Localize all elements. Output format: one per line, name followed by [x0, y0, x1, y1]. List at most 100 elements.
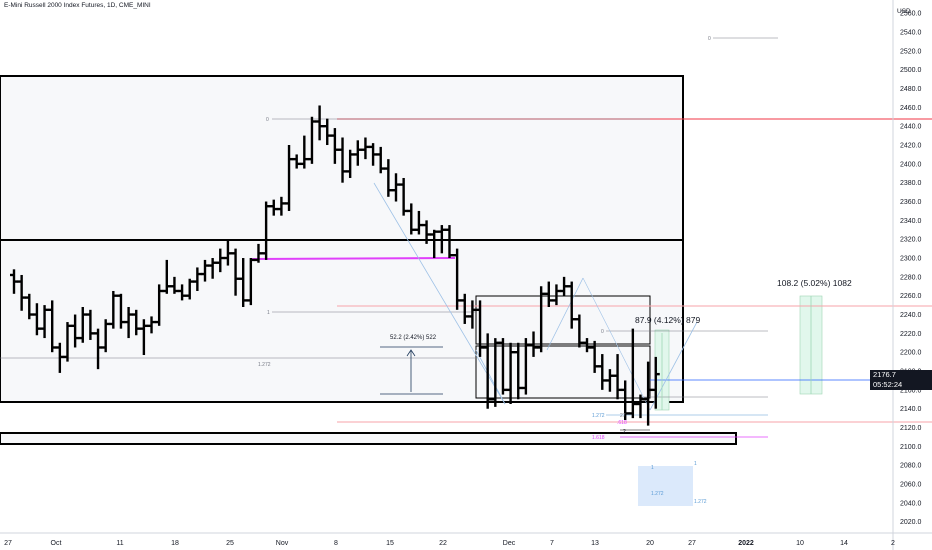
price-tick-label: 2380.0	[900, 180, 922, 187]
ohlc-bar	[132, 309, 141, 336]
ohlc-bar	[414, 210, 423, 235]
ohlc-bar	[567, 281, 576, 329]
time-axis[interactable]: 27 Oct 11 18 25 Nov 8 15 22 Dec 7 13 20 27 2022 10 14 2	[4, 540, 895, 547]
ohlc-bar	[300, 135, 309, 169]
ohlc-bar	[254, 243, 263, 263]
fib-label-zone-1272b: 1.272	[694, 499, 707, 505]
ohlc-bar	[231, 248, 240, 296]
ohlc-bar	[483, 333, 492, 409]
ohlc-bar	[323, 118, 332, 146]
ohlc-bar	[437, 225, 446, 254]
countdown-timer: 05:52:24	[873, 380, 903, 389]
ohlc-bar	[124, 306, 133, 339]
ohlc-bar	[338, 137, 347, 183]
ohlc-bar	[468, 300, 477, 329]
ohlc-bar	[376, 146, 385, 174]
ohlc-bar	[10, 269, 18, 294]
ohlc-bar	[636, 394, 645, 419]
ohlc-bar	[193, 267, 202, 291]
time-tick-label: 7	[550, 540, 554, 547]
ohlc-bar	[506, 342, 515, 404]
ohlc-bar	[605, 369, 614, 392]
trend-line-down-1	[373, 182, 506, 405]
ohlc-bar	[361, 137, 370, 160]
time-tick-label: 18	[171, 540, 179, 547]
fib-label-0-top: 0	[266, 117, 269, 123]
price-tick-label: 2040.0	[900, 500, 922, 507]
time-tick-label: 22	[439, 540, 447, 547]
ohlc-bar	[239, 258, 248, 307]
annotation-labels: 52.2 (2.42%) 522 87.9 (4.12%) 879 108.2 …	[258, 36, 852, 505]
fib-label-blue-1272: 1.272	[592, 413, 605, 419]
currency-label: USD	[897, 8, 911, 15]
fib-label-27: 27	[620, 413, 626, 419]
price-tick-label: 2360.0	[900, 199, 922, 206]
ohlc-bar	[590, 340, 599, 373]
time-tick-label: 10	[796, 540, 804, 547]
trend-line-up-1	[546, 277, 584, 351]
ohlc-bar	[353, 140, 362, 166]
ohlc-bar	[94, 328, 103, 370]
ohlc-bar	[560, 276, 569, 296]
fib-label-0-topright: 0	[708, 36, 711, 42]
ohlc-bar	[476, 300, 485, 357]
ohlc-bar	[498, 338, 507, 395]
price-tick-label: 2540.0	[900, 30, 922, 37]
price-axis[interactable]: 2020.0 2040.0 2060.0 2080.0 2100.0 2120.0 2140…	[900, 11, 922, 527]
ohlc-bar	[392, 173, 400, 202]
ohlc-bar	[223, 239, 232, 266]
ohlc-bar	[262, 201, 271, 260]
ohlc-bar	[529, 331, 538, 357]
price-tick-label: 2320.0	[900, 237, 922, 244]
ohlc-bar	[445, 225, 454, 259]
trend-line-up-2	[649, 321, 698, 411]
price-tick-label: 2060.0	[900, 482, 922, 489]
fib-label-1272: 1.272	[258, 362, 271, 368]
ohlc-bar	[155, 284, 164, 326]
ohlc-bar	[628, 328, 637, 419]
price-tick-label: 2260.0	[900, 293, 922, 300]
time-tick-label: 13	[591, 540, 599, 547]
dec-box-upper	[475, 295, 651, 345]
price-tick-label: 2480.0	[900, 86, 922, 93]
ohlc-bar	[575, 314, 584, 348]
price-tick-label: 2160.0	[900, 387, 922, 394]
trend-line-down-2	[475, 349, 506, 405]
time-tick-label: 2	[891, 540, 895, 547]
price-tick-label: 2120.0	[900, 425, 922, 432]
dec-box-lower	[475, 345, 651, 399]
price-tick-label: 2560.0	[900, 11, 922, 18]
ohlc-bar	[162, 259, 171, 294]
time-tick-label: Dec	[503, 540, 516, 547]
ohlc-bar	[17, 274, 26, 311]
ohlc-bar	[216, 248, 225, 273]
ohlc-bar	[78, 306, 87, 343]
time-tick-label: 14	[840, 540, 848, 547]
ohlc-bar	[185, 278, 194, 300]
ohlc-bar	[346, 149, 355, 178]
fib-label-zone-1272a: 1.272	[651, 491, 664, 497]
time-tick-label: 8	[334, 540, 338, 547]
ohlc-bar	[430, 229, 439, 259]
time-tick-label: 11	[116, 540, 123, 547]
chart-title: E-Mini Russell 2000 Index Futures, 1D, C…	[4, 2, 151, 9]
time-tick-label: 2022	[738, 540, 754, 547]
ohlc-bar	[369, 143, 378, 166]
ohlc-bar	[514, 342, 523, 400]
time-tick-label: 20	[646, 540, 654, 547]
price-tick-label: 2440.0	[900, 124, 922, 131]
ohlc-series	[10, 105, 660, 426]
price-tick-label: 2420.0	[900, 143, 922, 150]
price-tick-label: 2460.0	[900, 105, 922, 112]
price-tick-label: 2200.0	[900, 350, 922, 357]
price-tick-label: 2100.0	[900, 444, 922, 451]
price-tick-label: 2300.0	[900, 256, 922, 263]
ohlc-bar	[598, 354, 607, 390]
magenta-line-2300	[249, 257, 456, 260]
fib-label-618: .618	[617, 420, 627, 426]
ohlc-bar	[621, 380, 630, 420]
ohlc-bar	[491, 338, 500, 407]
ohlc-bar	[292, 154, 301, 169]
ohlc-bar	[552, 284, 561, 306]
